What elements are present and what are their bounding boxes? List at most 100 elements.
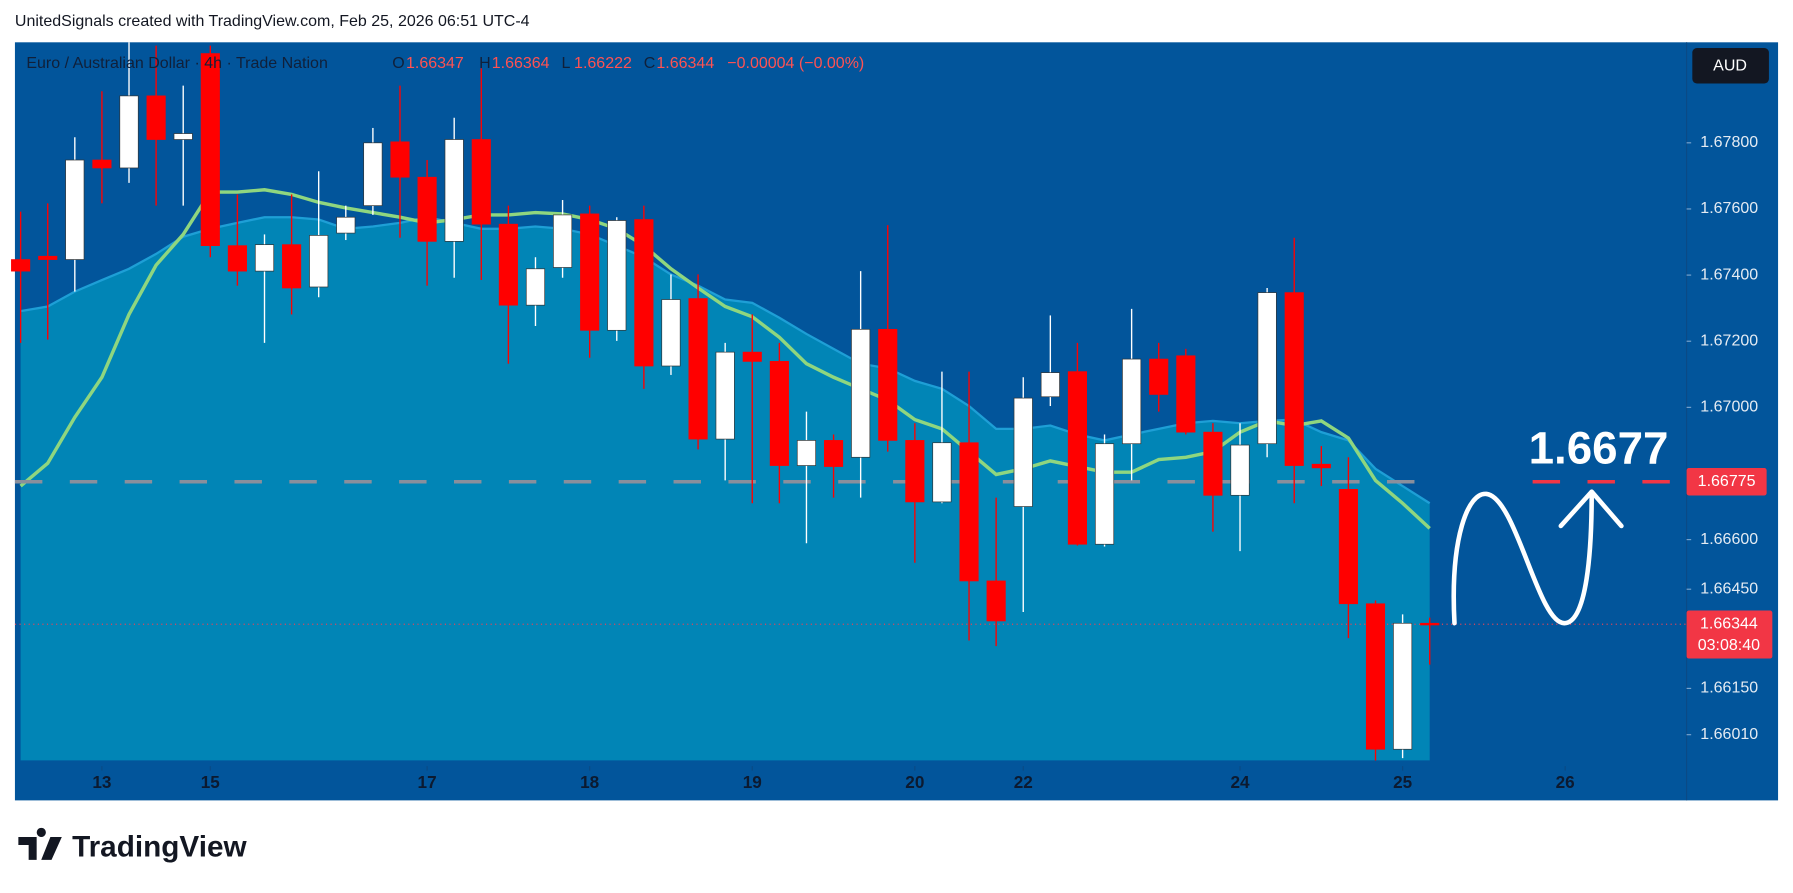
- x-tick-label: 18: [580, 772, 599, 792]
- currency-label[interactable]: AUD: [1713, 58, 1747, 75]
- logo-mark: [18, 827, 62, 860]
- brand: TradingView: [72, 830, 247, 863]
- candle-body: [363, 142, 383, 206]
- candle-body: [309, 235, 329, 288]
- candle-body: [851, 328, 871, 458]
- candle-body: [607, 220, 627, 331]
- candle-body: [661, 299, 681, 367]
- candle-body: [688, 298, 708, 440]
- x-tick-label: 17: [418, 772, 437, 792]
- ohlc-label: C: [644, 55, 656, 72]
- ohlc-label: H: [479, 55, 491, 72]
- y-tick-label: 1.66600: [1700, 531, 1758, 548]
- candle-body: [336, 216, 356, 234]
- candle-body: [1338, 489, 1358, 605]
- candle-body: [390, 141, 410, 178]
- ohlc-value: 1.66344: [656, 55, 714, 72]
- candle-body: [1230, 444, 1250, 496]
- candle-body: [715, 351, 735, 440]
- x-tick-label: 19: [743, 772, 762, 792]
- candle-body: [1203, 431, 1223, 496]
- watermark: UnitedSignals created with TradingView.c…: [15, 13, 530, 30]
- candle-body: [1176, 355, 1196, 433]
- currency-button[interactable]: [1692, 48, 1769, 84]
- candle-body: [769, 361, 789, 466]
- candle-body: [1257, 292, 1277, 445]
- band-area: [20, 217, 1430, 761]
- candle-body: [932, 442, 952, 503]
- candle-body: [1149, 358, 1169, 395]
- candle-body: [417, 176, 437, 242]
- candle-body: [65, 159, 85, 260]
- annotation: 1.6677: [1529, 423, 1669, 474]
- x-tick-label: 13: [92, 772, 111, 792]
- y-tick-label: 1.67400: [1700, 266, 1758, 283]
- candle-body: [1284, 292, 1304, 466]
- symbol-title: Euro / Australian Dollar · 4h · Trade Na…: [26, 55, 327, 72]
- x-tick-label: 20: [905, 772, 924, 792]
- ohlc-label: O: [392, 55, 404, 72]
- y-tick-label: 1.66010: [1700, 726, 1758, 743]
- x-tick-label: 25: [1393, 772, 1413, 792]
- y-tick-label: 1.66150: [1700, 680, 1758, 697]
- y-tick-label: 1.67600: [1700, 200, 1758, 217]
- candle-body: [1311, 463, 1331, 469]
- ohlc-label: L: [561, 55, 570, 72]
- candle-body: [11, 259, 31, 272]
- x-tick-label: 26: [1556, 772, 1575, 792]
- candle-body: [986, 580, 1006, 622]
- y-tick-label: 1.67800: [1700, 134, 1758, 151]
- arrow-head: [1558, 489, 1624, 529]
- countdown: 03:08:40: [1698, 637, 1760, 654]
- x-tick-label: 22: [1014, 772, 1033, 792]
- candle-body: [1067, 371, 1087, 545]
- drawn-arrow: [1451, 491, 1594, 626]
- candle-body: [634, 219, 654, 367]
- candle-body: [38, 255, 58, 260]
- x-tick-label: 24: [1230, 772, 1250, 792]
- candle-body: [959, 442, 979, 582]
- candle-body: [173, 133, 193, 140]
- ohlc-value: 1.66347: [406, 55, 464, 72]
- change: −0.00004 (−0.00%): [727, 55, 864, 72]
- x-tick-label: 15: [201, 772, 221, 792]
- candle-body: [796, 440, 817, 466]
- level-label-box: [1686, 468, 1767, 496]
- candle-body: [1365, 603, 1386, 750]
- candle-body: [824, 440, 844, 467]
- candle-body: [553, 214, 573, 268]
- candle-body: [282, 244, 302, 289]
- price-label: 1.66344: [1700, 615, 1758, 632]
- candle-body: [200, 53, 220, 247]
- y-tick-label: 1.66450: [1700, 580, 1758, 597]
- candle-body: [119, 95, 139, 169]
- candle-body: [254, 244, 275, 272]
- candle-body: [878, 328, 898, 441]
- candle-body: [1094, 443, 1115, 545]
- candle-body: [1420, 622, 1440, 626]
- candle-body: [1122, 358, 1142, 445]
- candle-body: [146, 95, 166, 140]
- candle-body: [580, 213, 600, 331]
- candle-body: [227, 245, 247, 272]
- candle-body: [1040, 372, 1060, 398]
- candle-body: [905, 440, 925, 503]
- brand-logo: TradingView: [18, 827, 247, 863]
- candle-body: [742, 351, 762, 362]
- candle-body: [1013, 397, 1033, 507]
- level-label: 1.66775: [1698, 473, 1756, 490]
- y-tick-label: 1.67000: [1700, 399, 1758, 416]
- candle-body: [525, 268, 546, 306]
- price-label-box: [1686, 610, 1773, 659]
- ohlc-value: 1.66364: [492, 55, 550, 72]
- y-tick-label: 1.67200: [1700, 332, 1758, 349]
- ohlc-value: 1.66222: [574, 55, 632, 72]
- candle-body: [92, 159, 112, 169]
- candle-body: [1393, 622, 1413, 750]
- candle-body: [444, 139, 464, 242]
- indicator-line: [19, 188, 1431, 530]
- candle-body: [471, 139, 491, 225]
- candle-body: [498, 223, 518, 306]
